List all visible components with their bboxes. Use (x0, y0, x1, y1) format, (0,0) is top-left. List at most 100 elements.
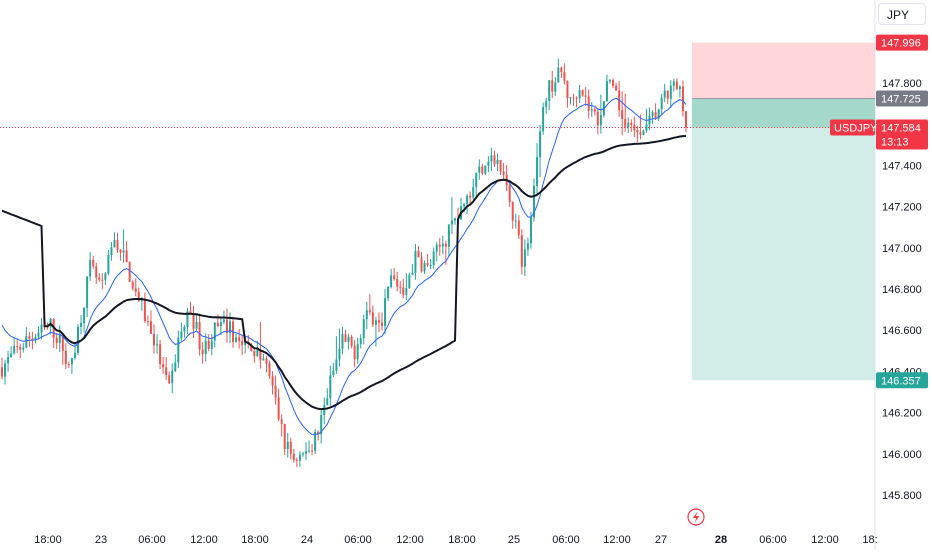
candle-body (444, 243, 447, 247)
candle-body (329, 375, 332, 399)
candle (384, 288, 387, 335)
candle (295, 457, 298, 467)
time-axis[interactable]: 18:00 23 06:00 12:00 18:00 24 06:00 12:00 18:00 2… (34, 534, 877, 546)
candle-body (153, 333, 155, 346)
candle-body (119, 249, 122, 253)
candle (390, 268, 393, 289)
candle-body (669, 85, 672, 99)
candle (593, 107, 596, 116)
price-axis[interactable]: 145.800146.000146.200146.400146.600146.8… (882, 37, 922, 502)
candle (286, 432, 289, 458)
candle (356, 337, 359, 364)
candle (95, 262, 98, 285)
candle-body (77, 326, 79, 353)
candle (469, 191, 472, 205)
candle (636, 125, 639, 142)
candle-body (192, 313, 195, 329)
time-tick-label: 12:00 (190, 534, 218, 546)
candle (447, 224, 450, 257)
candle-body (529, 217, 532, 244)
candle (253, 348, 256, 363)
candle-body (554, 82, 557, 92)
time-tick-label: 24 (301, 534, 313, 546)
candle-body (548, 80, 551, 101)
candle (10, 346, 13, 358)
candle (466, 193, 469, 215)
candle-body (180, 331, 183, 338)
candle (86, 276, 89, 318)
candle (311, 444, 314, 456)
price-tick-label: 147.000 (882, 243, 922, 255)
candle (438, 238, 441, 256)
candle-body (642, 130, 645, 135)
candle-body (381, 322, 383, 326)
candle-body (189, 311, 192, 314)
position-tool-zones[interactable] (0, 42, 875, 381)
candle (180, 322, 183, 341)
candle-body (174, 362, 177, 371)
moving-average-blue (1, 97, 687, 436)
candle (55, 332, 58, 350)
candle-body (286, 441, 289, 450)
entry-price-label-text: 147.725 (881, 93, 921, 105)
candle (61, 334, 64, 365)
candle (411, 264, 414, 275)
candle-body (645, 124, 648, 131)
stop-loss-zone[interactable] (692, 42, 875, 99)
candle (207, 334, 210, 352)
take-profit-zone[interactable] (692, 98, 875, 381)
candle-body (210, 340, 213, 349)
candle (186, 307, 189, 335)
candle (393, 268, 396, 281)
currency-button[interactable]: JPY (878, 3, 926, 25)
candle-body (55, 337, 58, 343)
candle (7, 350, 10, 372)
candle (210, 334, 213, 356)
time-tick-label: 12:00 (396, 534, 424, 546)
candle-body (83, 307, 86, 324)
candle (359, 334, 362, 349)
candle (110, 241, 113, 261)
candle (216, 314, 219, 328)
candle-body (64, 350, 67, 365)
candle (98, 273, 101, 282)
candle (669, 80, 672, 108)
candle-body (663, 90, 666, 98)
candle-body (195, 321, 198, 329)
candle-body (186, 311, 189, 327)
price-tick-label: 146.000 (882, 449, 922, 461)
candle (572, 93, 575, 106)
candle (387, 286, 390, 302)
candle (28, 331, 31, 348)
lightning-icon[interactable] (687, 508, 705, 526)
candle (238, 328, 241, 349)
candle (621, 91, 624, 136)
time-tick-label: 18:00 (241, 534, 269, 546)
candle-body (557, 67, 560, 83)
candle (171, 363, 174, 394)
candle-body (408, 274, 411, 289)
candle (381, 312, 383, 331)
candle (493, 150, 496, 167)
candle-body (262, 358, 265, 361)
candle (472, 178, 475, 200)
candle-body (654, 112, 657, 119)
candle-body (511, 201, 514, 221)
candle (165, 357, 168, 380)
candle (204, 333, 207, 362)
candle (320, 409, 323, 444)
candle (575, 96, 578, 108)
take-profit-label-text: 146.357 (881, 375, 921, 387)
candle-body (347, 336, 350, 342)
candle (283, 423, 286, 456)
candle-body (332, 370, 335, 376)
candle (426, 254, 429, 267)
candle (405, 273, 408, 301)
candle-body (73, 352, 76, 358)
candle (219, 317, 222, 336)
candle (475, 172, 478, 197)
candle (308, 440, 311, 453)
